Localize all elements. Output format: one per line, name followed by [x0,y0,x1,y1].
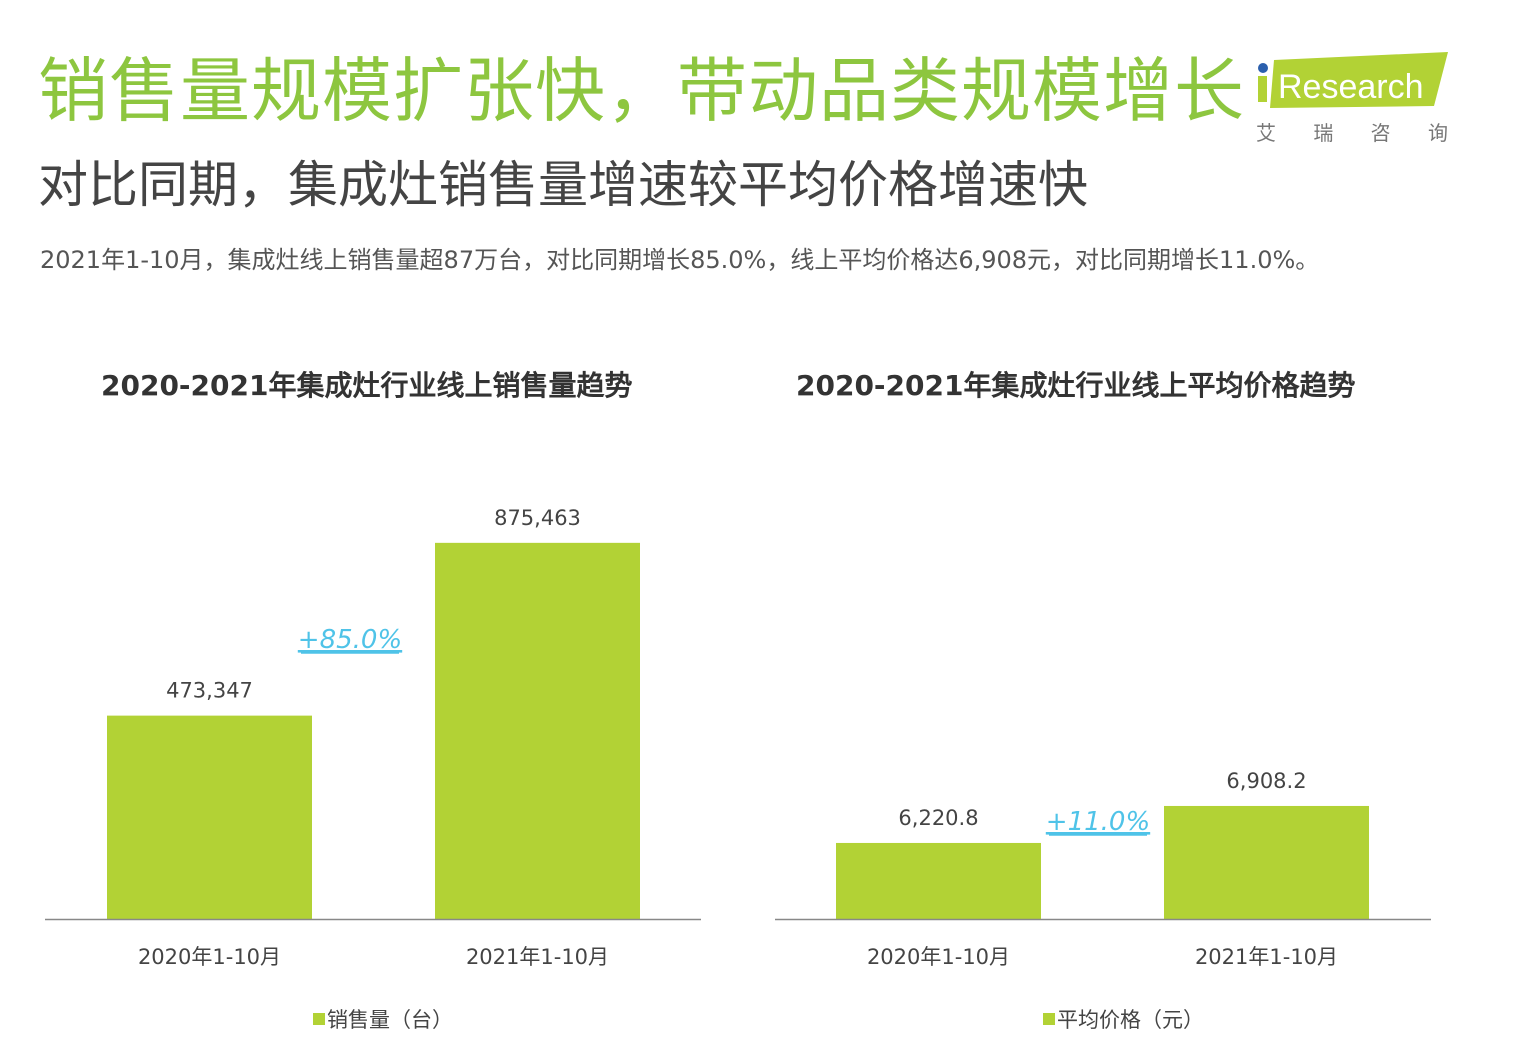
growth-annotation: +11.0% [1046,807,1150,837]
x-tick-label: 2020年1-10月 [867,945,1010,969]
legend-label: 平均价格（元） [1057,1008,1204,1032]
data-label: 6,220.8 [898,806,978,830]
legend-swatch [313,1013,325,1025]
data-label: 875,463 [494,506,581,530]
x-tick-label: 2020年1-10月 [138,945,281,969]
page-title: 销售量规模扩张快，带动品类规模增长 [38,50,1245,132]
bar-2 [435,542,640,919]
growth-annotation: +85.0% [298,625,402,655]
chart-1-title: 2020-2021年集成灶行业线上销售量趋势 [101,369,633,402]
iresearch-logo: Research 艾 瑞 咨 询 [1252,48,1452,148]
svg-text:Research: Research [1278,68,1424,106]
bar-1 [836,842,1041,919]
x-tick-label: 2021年1-10月 [466,945,609,969]
chart-2-title: 2020-2021年集成灶行业线上平均价格趋势 [796,369,1356,402]
data-label: 6,908.2 [1226,769,1306,793]
x-tick-label: 2021年1-10月 [1195,945,1338,969]
page-subtitle: 对比同期，集成灶销售量增速较平均价格增速快 [38,156,1088,214]
page-description: 2021年1-10月，集成灶线上销售量超87万台，对比同期增长85.0%，线上平… [40,246,1320,274]
bar-2 [1164,805,1369,919]
legend-label: 销售量（台） [327,1008,453,1032]
bar-1 [107,715,312,919]
data-label: 473,347 [166,679,253,703]
legend-swatch [1043,1013,1055,1025]
